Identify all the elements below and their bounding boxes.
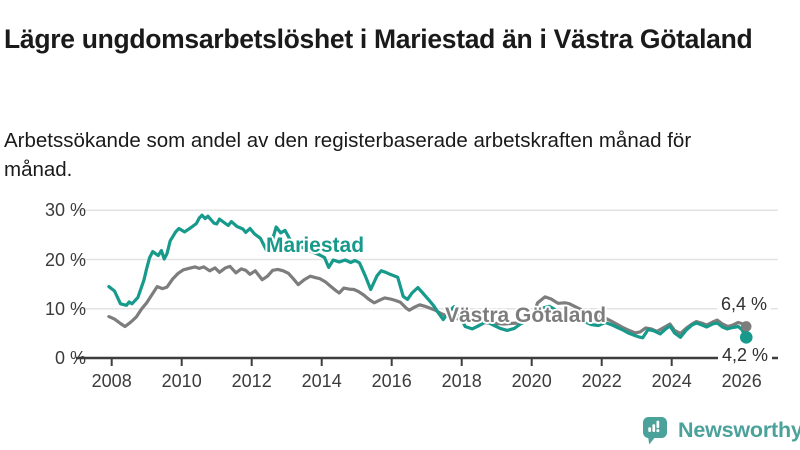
newsworthy-icon bbox=[643, 417, 667, 445]
x-axis-label-2012: 2012 bbox=[231, 371, 272, 391]
x-axis-label-2026: 2026 bbox=[721, 371, 762, 391]
series-line-vastra-gotaland bbox=[107, 264, 748, 335]
series-label-mariestad: Mariestad bbox=[266, 234, 365, 257]
x-axis-label-2010: 2010 bbox=[161, 371, 202, 391]
x-axis-label-2016: 2016 bbox=[371, 371, 412, 391]
x-axis-label-2020: 2020 bbox=[511, 371, 552, 391]
newsworthy-logo[interactable]: Newsworthy bbox=[641, 414, 800, 446]
chart-title: Lägre ungdomsarbetslöshet i Mariestad än… bbox=[4, 23, 753, 54]
series-line-mariestad bbox=[107, 213, 748, 340]
x-axis-label-2018: 2018 bbox=[441, 371, 482, 391]
x-axis-label-2022: 2022 bbox=[581, 371, 622, 391]
y-axis-label-0: 0 % bbox=[54, 348, 86, 368]
end-value-label-mariestad: 4,2 % bbox=[718, 344, 773, 367]
x-axis-label-2008: 2008 bbox=[91, 371, 132, 391]
newsworthy-brand-text: Newsworthy bbox=[678, 417, 800, 442]
end-dot-vastra-gotaland bbox=[740, 321, 752, 332]
chart-subtitle: Arbetssökande som andel av den registerb… bbox=[4, 128, 692, 181]
y-axis-label-20: 20 % bbox=[44, 249, 86, 270]
y-axis-label-10: 10 % bbox=[44, 298, 86, 319]
end-value-label-vastra-gotaland: 6,4 % bbox=[717, 293, 772, 316]
series-label-vastra-gotaland: Västra Götaland bbox=[445, 304, 607, 327]
x-axis-label-2024: 2024 bbox=[651, 371, 692, 391]
end-dot-mariestad bbox=[739, 331, 753, 344]
x-axis-label-2014: 2014 bbox=[301, 371, 342, 391]
y-axis-label-30: 30 % bbox=[44, 200, 86, 221]
